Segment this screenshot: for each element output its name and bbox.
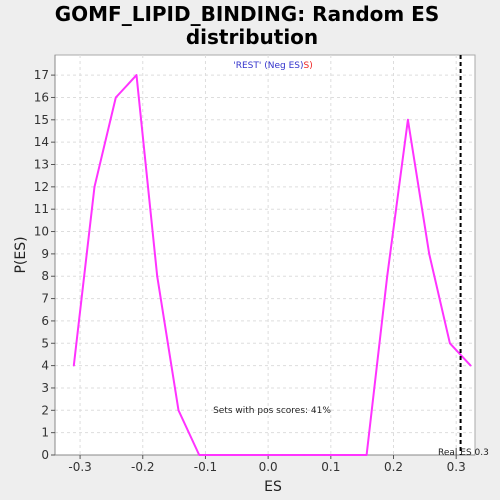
y-tick-label: 11 [34, 202, 49, 216]
pos-scores-annotation: Sets with pos scores: 41% [213, 406, 331, 416]
es-series-point [260, 454, 263, 456]
y-tick-label: 10 [34, 225, 49, 239]
series-layer [72, 74, 472, 456]
x-tick-label: 0.3 [447, 460, 466, 474]
y-tick-label: 16 [34, 90, 49, 104]
real-es-label: Real ES 0.3 [438, 448, 489, 458]
legend-suffix: S) [304, 61, 313, 71]
es-series-point [344, 454, 347, 456]
y-tick-label: 7 [41, 292, 49, 306]
es-series-point [365, 454, 368, 456]
y-tick-label: 0 [41, 448, 49, 462]
x-tick-label: -0.3 [68, 460, 91, 474]
es-series-point [302, 454, 305, 456]
legend: 'REST' (Neg ES)S) [233, 61, 312, 71]
y-tick-label: 5 [41, 336, 49, 350]
x-axis-label: ES [264, 479, 282, 495]
es-series-point [114, 96, 117, 99]
es-series-point [218, 454, 221, 456]
es-series-point [240, 454, 243, 456]
x-tick-label: 0.2 [384, 460, 403, 474]
y-tick-label: 9 [41, 247, 49, 261]
es-series-point [156, 275, 159, 278]
y-tick-label: 6 [41, 314, 49, 328]
y-tick-label: 12 [34, 180, 49, 194]
es-series-point [469, 364, 472, 367]
y-tick-label: 3 [41, 381, 49, 395]
legend-prefix: 'REST' (Neg ES) [233, 61, 303, 71]
plot-area [54, 54, 476, 456]
chart-title-line1: GOMF_LIPID_BINDING: Random ES [55, 2, 440, 26]
es-series-point [72, 364, 75, 367]
es-series-point [198, 454, 201, 456]
x-tick-label: 0.0 [259, 460, 278, 474]
y-tick-label: 17 [34, 68, 49, 82]
es-series-point [281, 454, 284, 456]
es-series-point [449, 342, 451, 345]
es-series-point [135, 74, 138, 77]
y-tick-label: 14 [34, 135, 49, 149]
es-series-point [407, 118, 409, 121]
y-tick-label: 2 [41, 403, 49, 417]
y-tick-label: 1 [41, 426, 49, 440]
y-tick-label: 8 [41, 269, 49, 283]
y-tick-label: 15 [34, 113, 49, 127]
y-tick-label: 13 [34, 157, 49, 171]
es-series-line [72, 74, 472, 456]
chart-title-line2: distribution [186, 25, 318, 49]
es-series-point [177, 409, 180, 412]
x-tick-label: 0.1 [321, 460, 340, 474]
x-tick-label: -0.1 [194, 460, 217, 474]
es-series-point [93, 185, 96, 188]
es-series-point [386, 275, 389, 278]
x-tick-label: -0.2 [131, 460, 154, 474]
es-series-point [323, 454, 326, 456]
y-axis-label: P(ES) [13, 236, 29, 273]
y-tick-label: 4 [41, 359, 49, 373]
es-series-point [428, 252, 431, 255]
